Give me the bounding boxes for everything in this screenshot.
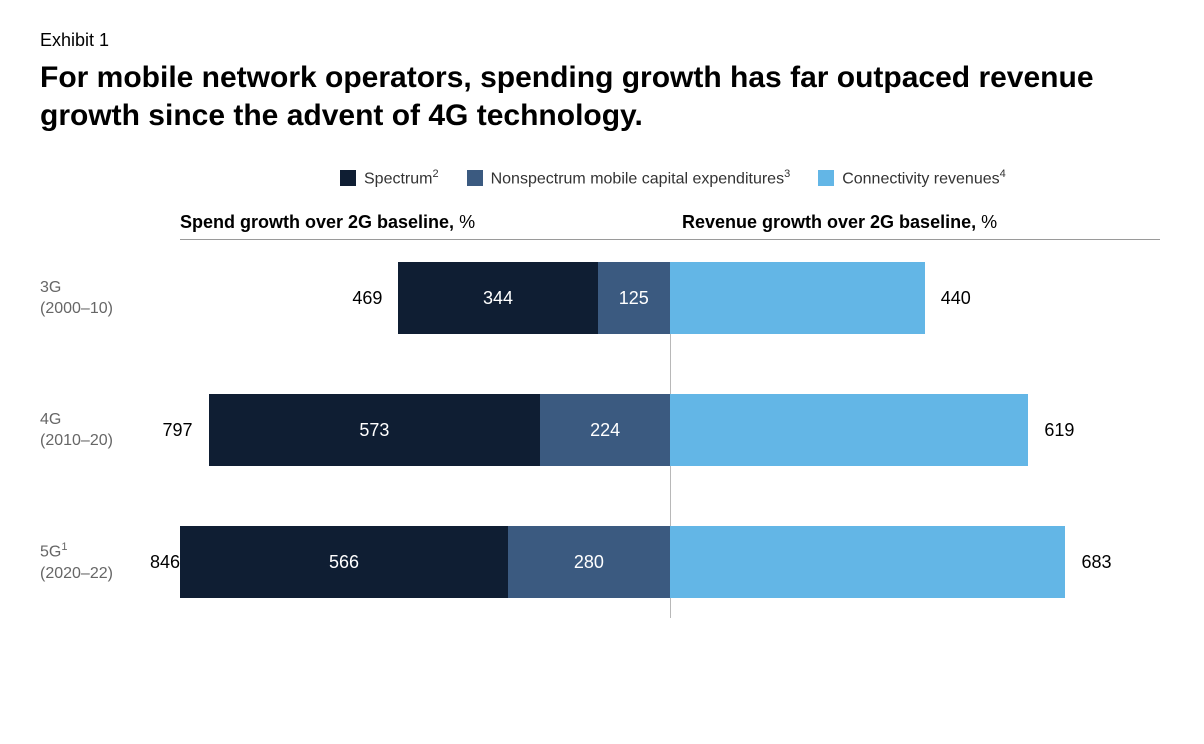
legend-item-connectivity: Connectivity revenues4 (818, 168, 1006, 188)
bar-revenue (670, 526, 1065, 598)
row-label: 4G(2010–20) (40, 409, 180, 452)
exhibit-label: Exhibit 1 (40, 30, 1164, 51)
bar-spectrum: 344 (398, 262, 597, 334)
axis-title-left: Spend growth over 2G baseline, % (180, 212, 670, 240)
chart-row: 4G(2010–20)797573224 619 (40, 394, 1164, 466)
row-label: 3G(2000–10) (40, 277, 180, 320)
chart-row: 5G1(2020–22)846566280683 (40, 526, 1164, 598)
bar-nonspectrum: 224 (540, 394, 670, 466)
bar-spectrum: 573 (209, 394, 541, 466)
spend-total-label: 797 (180, 394, 209, 466)
axis-title-right: Revenue growth over 2G baseline, % (670, 212, 1160, 240)
legend-item-nonspectrum: Nonspectrum mobile capital expenditures3 (467, 168, 791, 188)
bar-nonspectrum: 125 (598, 262, 670, 334)
bar-spectrum: 566 (180, 526, 508, 598)
bars-container: 846566280683 (180, 526, 1160, 598)
swatch-nonspectrum (467, 170, 483, 186)
swatch-connectivity (818, 170, 834, 186)
legend-label-connectivity: Connectivity revenues4 (842, 168, 1006, 188)
legend-item-spectrum: Spectrum2 (340, 168, 439, 188)
bars-container: 797573224 619 (180, 394, 1160, 466)
revenue-total-label: 619 (1028, 394, 1108, 466)
swatch-spectrum (340, 170, 356, 186)
revenue-total-label: 683 (1065, 526, 1145, 598)
bar-nonspectrum: 280 (508, 526, 670, 598)
bar-revenue (670, 394, 1028, 466)
spend-total-label: 469 (180, 262, 398, 334)
bar-revenue (670, 262, 925, 334)
legend: Spectrum2 Nonspectrum mobile capital exp… (340, 168, 1164, 188)
chart-row: 3G(2000–10)469344125 440 (40, 262, 1164, 334)
legend-label-spectrum: Spectrum2 (364, 168, 439, 188)
bars-container: 469344125 440 (180, 262, 1160, 334)
legend-label-nonspectrum: Nonspectrum mobile capital expenditures3 (491, 168, 791, 188)
headline: For mobile network operators, spending g… (40, 59, 1120, 134)
chart-rows: 3G(2000–10)469344125 440 4G(2010–20)797573… (40, 262, 1164, 598)
revenue-total-label: 440 (925, 262, 1005, 334)
axis-titles: Spend growth over 2G baseline, % Revenue… (180, 212, 1164, 240)
